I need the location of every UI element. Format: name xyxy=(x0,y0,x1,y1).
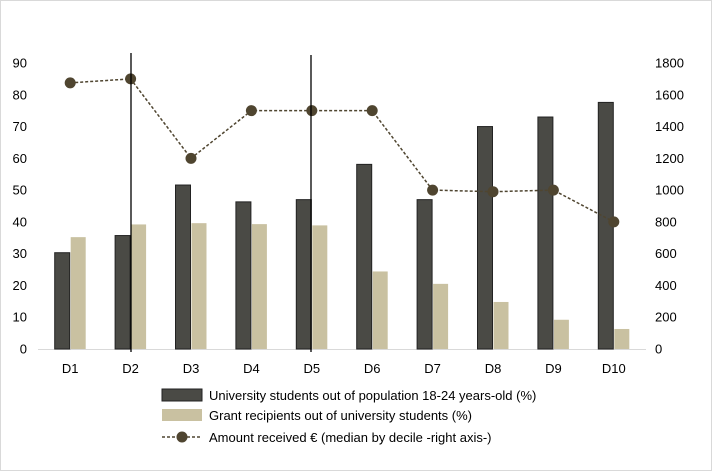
left-tick-label: 40 xyxy=(13,214,27,229)
left-axis-ticks: 0 10 20 30 40 50 60 70 80 90 xyxy=(13,56,27,357)
bar-university-students xyxy=(537,116,554,350)
x-tick-label: D5 xyxy=(303,361,320,376)
bar-grant-recipients xyxy=(251,224,267,349)
bar-grant-recipients xyxy=(553,319,569,349)
legend-item-amount-received: Amount received € (median by decile -rig… xyxy=(162,430,492,445)
amount-received-point xyxy=(608,216,620,228)
amount-received-point xyxy=(547,184,559,196)
x-tick-label: D9 xyxy=(545,361,562,376)
bar-university-students xyxy=(477,126,493,350)
right-tick-label: 200 xyxy=(655,310,677,325)
line-series xyxy=(64,73,620,228)
bar-grant-recipients xyxy=(614,328,630,349)
amount-received-point xyxy=(306,105,318,117)
right-tick-label: 1600 xyxy=(655,87,684,102)
bar-university-students xyxy=(114,235,131,350)
bar-university-students xyxy=(356,163,373,350)
right-tick-label: 1800 xyxy=(655,56,684,71)
legend-label-university-students: University students out of population 18… xyxy=(209,388,536,403)
right-tick-label: 1200 xyxy=(655,151,684,166)
bar-university-students xyxy=(175,184,191,350)
right-tick-label: 800 xyxy=(655,214,677,229)
bar-university-students xyxy=(235,201,252,350)
legend: University students out of population 18… xyxy=(161,388,536,445)
left-tick-label: 10 xyxy=(13,310,27,325)
bar-university-students xyxy=(54,252,71,350)
right-tick-label: 0 xyxy=(655,342,662,357)
x-tick-label: D2 xyxy=(122,361,139,376)
bar-grant-recipients xyxy=(493,301,509,349)
legend-label-amount-received: Amount received € (median by decile -rig… xyxy=(209,430,492,445)
bar-marks xyxy=(54,101,630,350)
left-tick-label: 30 xyxy=(13,246,27,261)
bar-grant-recipients xyxy=(191,223,207,349)
bar-grant-recipients xyxy=(70,237,86,349)
x-tick-label: D7 xyxy=(424,361,441,376)
left-tick-label: 80 xyxy=(13,87,27,102)
x-tick-label: D6 xyxy=(364,361,381,376)
x-tick-label: D10 xyxy=(602,361,626,376)
legend-swatch-marker xyxy=(176,431,188,443)
left-tick-label: 0 xyxy=(20,342,27,357)
bar-grant-recipients xyxy=(131,224,147,349)
legend-item-grant-recipients: Grant recipients out of university stude… xyxy=(162,408,472,423)
bar-grant-recipients xyxy=(372,271,388,349)
bar-grant-recipients xyxy=(433,283,449,349)
x-tick-label: D4 xyxy=(243,361,260,376)
amount-received-point xyxy=(427,184,439,196)
right-tick-label: 600 xyxy=(655,246,677,261)
legend-swatch-dark-bar xyxy=(161,388,203,402)
left-tick-label: 50 xyxy=(13,183,27,198)
bar-university-students xyxy=(295,199,312,350)
left-tick-label: 70 xyxy=(13,119,27,134)
amount-received-point xyxy=(366,105,378,117)
left-tick-label: 90 xyxy=(13,56,27,71)
amount-received-line xyxy=(70,78,615,223)
bar-university-students xyxy=(416,199,433,350)
amount-received-point xyxy=(245,105,257,117)
right-tick-label: 1000 xyxy=(655,183,684,198)
right-axis-ticks: 0 200 400 600 800 1000 1200 1400 1600 1800 xyxy=(655,56,684,357)
amount-received-point xyxy=(185,152,197,164)
legend-item-university-students: University students out of population 18… xyxy=(161,388,536,403)
legend-swatch-light-bar xyxy=(162,409,202,421)
x-tick-label: D8 xyxy=(485,361,502,376)
bar-grant-recipients xyxy=(312,225,328,349)
amount-received-point xyxy=(64,77,76,89)
left-tick-label: 60 xyxy=(13,151,27,166)
legend-label-grant-recipients: Grant recipients out of university stude… xyxy=(209,408,472,423)
left-tick-label: 20 xyxy=(13,278,27,293)
x-tick-label: D1 xyxy=(62,361,79,376)
x-tick-label: D3 xyxy=(183,361,200,376)
amount-received-point xyxy=(487,186,499,198)
x-axis-ticks: D1 D2 D3 D4 D5 D6 D7 D8 D9 D10 xyxy=(62,361,626,376)
right-tick-label: 400 xyxy=(655,278,677,293)
right-tick-label: 1400 xyxy=(655,119,684,134)
